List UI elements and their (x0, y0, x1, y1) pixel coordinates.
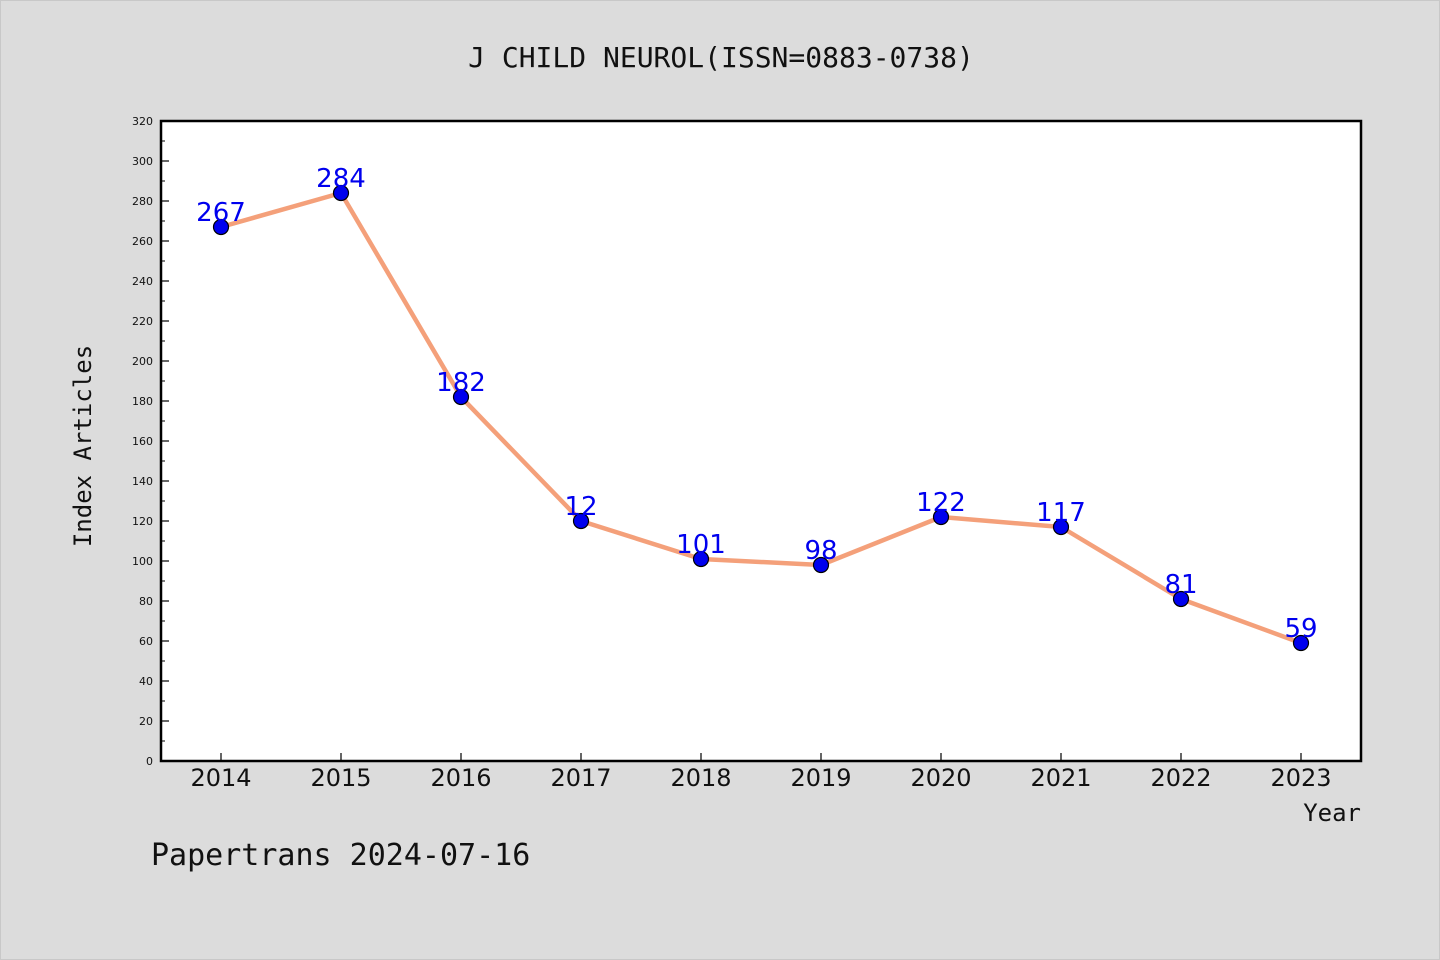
data-point (692, 550, 710, 568)
data-labels: 267 284 182 12 101 98 122 117 81 59 (196, 164, 1317, 644)
x-tick-label: 2021 (1030, 764, 1091, 792)
data-label: 81 (1164, 570, 1197, 600)
y-tick-label: 260 (132, 235, 153, 248)
x-tick-label: 2015 (310, 764, 371, 792)
data-point (332, 184, 350, 202)
data-point (212, 218, 230, 236)
y-tick-label: 140 (132, 475, 153, 488)
x-tick-label: 2017 (550, 764, 611, 792)
y-tick-label: 40 (139, 675, 153, 688)
x-axis-label: Year (1303, 799, 1361, 827)
data-point (1172, 590, 1190, 608)
data-label: 122 (916, 488, 966, 518)
data-label: 98 (804, 536, 837, 566)
y-tick-label: 220 (132, 315, 153, 328)
x-tick-label: 2020 (910, 764, 971, 792)
data-markers (212, 184, 1310, 652)
data-point (1292, 634, 1310, 652)
y-tick-label: 200 (132, 355, 153, 368)
chart-title: J CHILD NEUROL(ISSN=0883-0738) (468, 41, 974, 74)
y-axis: 0 20 40 60 80 100 120 140 160 180 200 220 240 260 280 3… (132, 115, 169, 768)
y-tick-label: 320 (132, 115, 153, 128)
data-label: 284 (316, 164, 366, 194)
y-tick-label: 20 (139, 715, 153, 728)
data-label: 182 (436, 368, 486, 398)
y-tick-label: 60 (139, 635, 153, 648)
y-tick-label: 180 (132, 395, 153, 408)
x-tick-label: 2023 (1270, 764, 1331, 792)
data-label: 117 (1036, 498, 1086, 528)
data-point (452, 388, 470, 406)
plot-area (159, 119, 1363, 763)
y-axis-label: Index Articles (69, 345, 97, 547)
x-tick-label: 2018 (670, 764, 731, 792)
data-label: 59 (1284, 614, 1317, 644)
x-tick-label: 2022 (1150, 764, 1211, 792)
x-tick-label: 2019 (790, 764, 851, 792)
data-point (572, 512, 590, 530)
data-label: 12 (564, 492, 597, 522)
y-tick-label: 100 (132, 555, 153, 568)
y-tick-label: 280 (132, 195, 153, 208)
y-tick-label: 160 (132, 435, 153, 448)
data-point (1052, 518, 1070, 536)
y-tick-label: 120 (132, 515, 153, 528)
series-line (218, 190, 1304, 646)
y-tick-label: 300 (132, 155, 153, 168)
y-tick-label: 0 (146, 755, 153, 768)
footer-text: Papertrans 2024-07-16 (151, 838, 530, 873)
x-tick-label: 2016 (430, 764, 491, 792)
x-axis: 2014 2015 2016 2017 2018 2019 2020 2021 2022 2023 (190, 753, 1332, 792)
data-point (812, 556, 830, 574)
data-label: 267 (196, 198, 246, 228)
x-tick-label: 2014 (190, 764, 251, 792)
y-tick-label: 240 (132, 275, 153, 288)
data-label: 101 (676, 530, 726, 560)
data-point (932, 508, 950, 526)
y-tick-label: 80 (139, 595, 153, 608)
